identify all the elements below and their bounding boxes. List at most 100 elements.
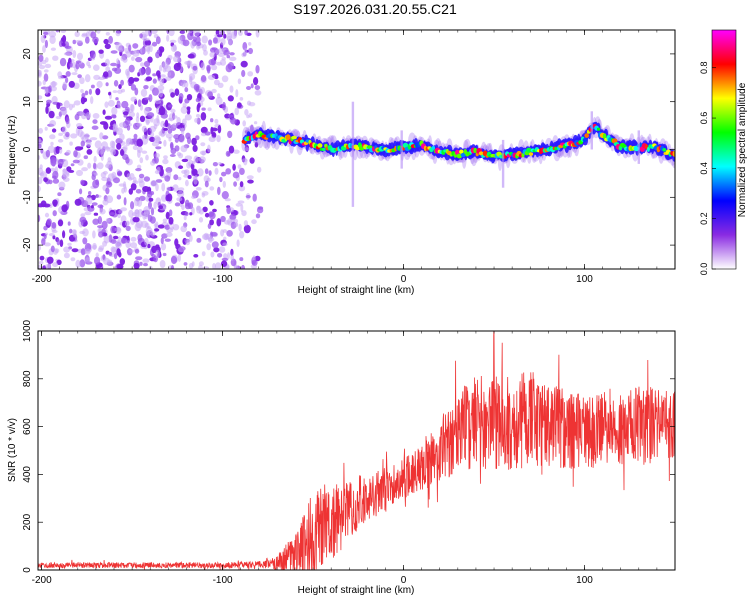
noise-speckle — [75, 39, 83, 44]
noise-speckle — [161, 194, 167, 202]
noise-speckle — [58, 181, 66, 190]
noise-speckle — [40, 148, 44, 154]
noise-speckle — [139, 33, 143, 39]
noise-speckle — [226, 30, 232, 35]
noise-speckle — [87, 162, 92, 169]
noise-speckle — [208, 39, 213, 46]
noise-speckle — [46, 218, 52, 226]
signal-peak — [285, 134, 291, 141]
noise-speckle — [169, 39, 177, 44]
noise-speckle — [220, 215, 226, 223]
noise-speckle — [214, 167, 219, 175]
noise-speckle — [92, 244, 97, 250]
noise-speckle — [188, 234, 193, 242]
noise-speckle — [201, 150, 206, 156]
noise-speckle — [52, 170, 59, 180]
noise-speckle — [74, 198, 82, 206]
noise-speckle — [40, 34, 46, 44]
noise-speckle — [80, 179, 85, 186]
noise-speckle — [202, 206, 208, 213]
noise-speckle — [207, 91, 214, 99]
noise-speckle — [210, 251, 215, 258]
noise-speckle — [239, 167, 245, 175]
noise-speckle — [229, 52, 235, 56]
noise-speckle — [164, 119, 169, 128]
noise-speckle — [193, 254, 199, 258]
noise-speckle — [178, 246, 185, 253]
noise-speckle — [90, 96, 94, 105]
noise-speckle — [39, 172, 45, 176]
noise-speckle — [60, 30, 67, 33]
noise-speckle — [111, 171, 117, 179]
noise-speckle — [207, 74, 216, 81]
noise-speckle — [108, 35, 113, 44]
noise-speckle — [64, 45, 72, 50]
noise-speckle — [249, 157, 255, 164]
noise-speckle — [199, 101, 204, 107]
spectrogram-y-label: Frequency (Hz) — [7, 116, 18, 185]
noise-speckle — [186, 136, 192, 145]
noise-speckle — [209, 186, 215, 191]
noise-speckle — [90, 205, 94, 209]
noise-speckle — [120, 149, 125, 156]
noise-speckle — [225, 63, 233, 73]
noise-speckle — [134, 49, 137, 55]
noise-speckle — [198, 209, 204, 215]
noise-speckle — [147, 56, 153, 63]
noise-speckle — [105, 32, 110, 36]
noise-speckle — [132, 145, 138, 151]
noise-speckle — [97, 247, 104, 252]
noise-speckle — [239, 257, 244, 262]
noise-speckle — [94, 256, 101, 265]
colorbar-tick-label: 0.2 — [699, 212, 709, 225]
noise-speckle — [93, 212, 99, 216]
signal-peak — [460, 152, 466, 158]
noise-speckle — [167, 104, 173, 108]
colorbar-label: Normalized spectral amplitude — [737, 82, 748, 217]
noise-speckle — [80, 140, 86, 147]
signal-peak — [584, 133, 589, 138]
noise-speckle — [166, 34, 170, 42]
noise-speckle — [213, 247, 220, 253]
noise-speckle — [122, 111, 129, 116]
noise-speckle — [172, 44, 177, 51]
noise-speckle — [252, 193, 257, 202]
noise-speckle — [76, 169, 83, 177]
noise-speckle — [52, 55, 59, 61]
noise-speckle — [186, 106, 191, 110]
noise-speckle — [55, 115, 62, 120]
noise-speckle — [69, 228, 73, 234]
noise-speckle — [44, 39, 49, 49]
noise-speckle — [101, 220, 108, 230]
noise-speckle — [104, 101, 109, 108]
noise-speckle — [147, 112, 155, 118]
noise-speckle — [239, 97, 244, 101]
noise-speckle — [226, 54, 231, 59]
noise-speckle — [95, 179, 99, 186]
noise-speckle — [116, 142, 122, 150]
noise-speckle — [135, 189, 142, 194]
noise-speckle — [105, 195, 114, 204]
colorbar: 0.0 0.2 0.4 0.6 0.8 Normalized spectral ampl… — [699, 29, 748, 275]
noise-speckle — [139, 157, 144, 164]
noise-speckle — [92, 162, 97, 170]
noise-speckle — [206, 243, 211, 251]
noise-speckle — [187, 61, 192, 65]
noise-speckle — [219, 176, 223, 183]
noise-speckle — [51, 229, 58, 234]
noise-speckle — [63, 52, 72, 56]
noise-speckle — [254, 85, 261, 91]
noise-speckle — [52, 199, 58, 206]
noise-speckle — [117, 213, 121, 219]
noise-speckle — [77, 74, 82, 79]
noise-speckle — [44, 126, 48, 131]
noise-speckle — [182, 39, 190, 47]
noise-speckle — [217, 93, 221, 99]
noise-speckle — [184, 211, 189, 217]
noise-speckle — [77, 52, 83, 61]
noise-speckle — [193, 30, 200, 37]
noise-speckle — [165, 194, 170, 202]
noise-speckle — [238, 30, 243, 36]
noise-speckle — [160, 243, 167, 251]
noise-speckle — [45, 149, 51, 158]
